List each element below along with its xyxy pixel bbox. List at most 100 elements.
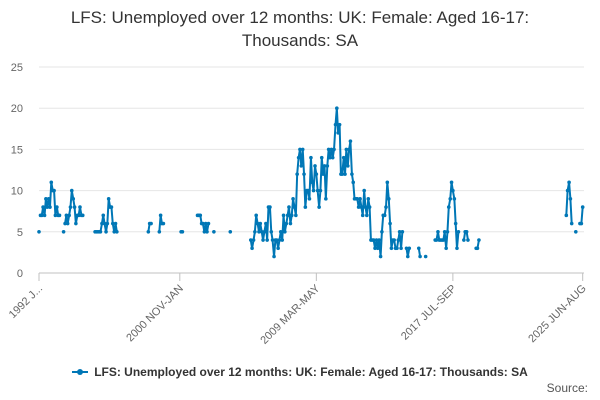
data-point: [295, 172, 299, 176]
data-point: [388, 221, 392, 226]
data-point: [269, 230, 274, 234]
data-point: [384, 205, 388, 209]
data-point: [67, 213, 71, 218]
data-point: [436, 230, 440, 234]
series-line-segment: [579, 207, 584, 225]
y-tick-label: 10: [11, 186, 23, 198]
data-point: [55, 205, 59, 209]
data-point: [287, 205, 291, 209]
data-point: [445, 230, 450, 234]
data-point: [313, 164, 317, 168]
data-point: [250, 246, 254, 251]
y-tick-label: 0: [17, 268, 23, 280]
data-point: [41, 205, 45, 209]
data-point: [78, 205, 82, 209]
data-point: [285, 213, 290, 218]
data-point: [336, 131, 340, 135]
data-point: [365, 213, 369, 218]
data-point: [311, 188, 316, 193]
data-point: [42, 213, 47, 218]
data-point: [109, 205, 114, 209]
data-point: [462, 238, 466, 242]
data-point: [262, 230, 267, 234]
data-point: [61, 230, 66, 234]
data-point: [112, 230, 117, 234]
data-point: [264, 221, 268, 226]
data-point: [284, 221, 289, 226]
data-point: [45, 205, 49, 209]
data-point: [57, 213, 62, 218]
data-point: [373, 246, 377, 251]
data-point: [351, 180, 356, 185]
data-point: [569, 221, 574, 226]
chart-title-line-1: LFS: Unemployed over 12 months: UK: Fema…: [70, 8, 530, 27]
data-point: [65, 221, 70, 226]
data-point: [68, 205, 73, 209]
data-point: [280, 238, 285, 242]
data-point: [446, 205, 451, 209]
data-point: [574, 230, 578, 234]
data-point: [281, 213, 286, 218]
legend-label: LFS: Unemployed over 12 months: UK: Fema…: [94, 365, 528, 379]
data-point: [298, 147, 302, 152]
data-point: [366, 197, 371, 201]
data-point: [321, 172, 326, 176]
data-point: [149, 221, 153, 226]
data-point: [444, 246, 448, 251]
data-point: [251, 238, 256, 242]
data-point: [392, 238, 396, 242]
data-point: [367, 205, 372, 209]
data-point: [377, 238, 381, 242]
series-line-segment: [565, 181, 573, 224]
data-point: [274, 238, 279, 242]
data-point: [106, 197, 111, 201]
data-point: [283, 230, 287, 234]
legend: LFS: Unemployed over 12 months: UK: Fema…: [0, 365, 600, 380]
data-point: [568, 197, 573, 201]
data-point: [69, 188, 74, 193]
data-point: [337, 122, 342, 127]
data-point: [289, 213, 294, 218]
data-point: [449, 180, 454, 185]
x-tick-label: 2009 MAR-MAY: [258, 282, 323, 347]
data-point: [333, 122, 338, 127]
data-point: [253, 230, 257, 234]
data-point: [48, 205, 52, 209]
data-point: [71, 197, 76, 201]
data-point: [259, 230, 264, 234]
data-point: [248, 238, 253, 242]
data-point: [276, 246, 280, 251]
data-point: [451, 188, 455, 193]
data-point: [456, 230, 461, 234]
data-point: [44, 197, 48, 201]
data-point: [340, 172, 345, 176]
data-point: [314, 172, 319, 176]
data-point: [203, 221, 208, 226]
data-point: [278, 230, 283, 234]
data-point: [326, 147, 331, 152]
data-point: [158, 213, 163, 218]
data-point: [292, 205, 297, 209]
data-point: [363, 205, 368, 209]
data-point: [104, 230, 108, 234]
series-line-segment: [95, 197, 118, 233]
data-point: [389, 246, 394, 251]
data-point: [380, 230, 384, 234]
data-point: [64, 213, 69, 218]
data-point: [418, 254, 422, 259]
data-point: [328, 155, 332, 160]
data-point: [309, 155, 313, 160]
data-point: [296, 155, 301, 160]
data-point: [39, 213, 44, 218]
data-point: [315, 188, 320, 193]
data-point: [306, 188, 310, 193]
data-point: [49, 180, 54, 185]
data-point: [105, 221, 110, 226]
data-point: [348, 139, 353, 143]
legend-item[interactable]: LFS: Unemployed over 12 months: UK: Fema…: [72, 365, 528, 379]
data-point: [157, 230, 162, 234]
data-point: [202, 230, 207, 234]
data-point: [80, 213, 85, 218]
y-tick-label: 15: [11, 144, 23, 156]
data-point: [579, 221, 584, 226]
